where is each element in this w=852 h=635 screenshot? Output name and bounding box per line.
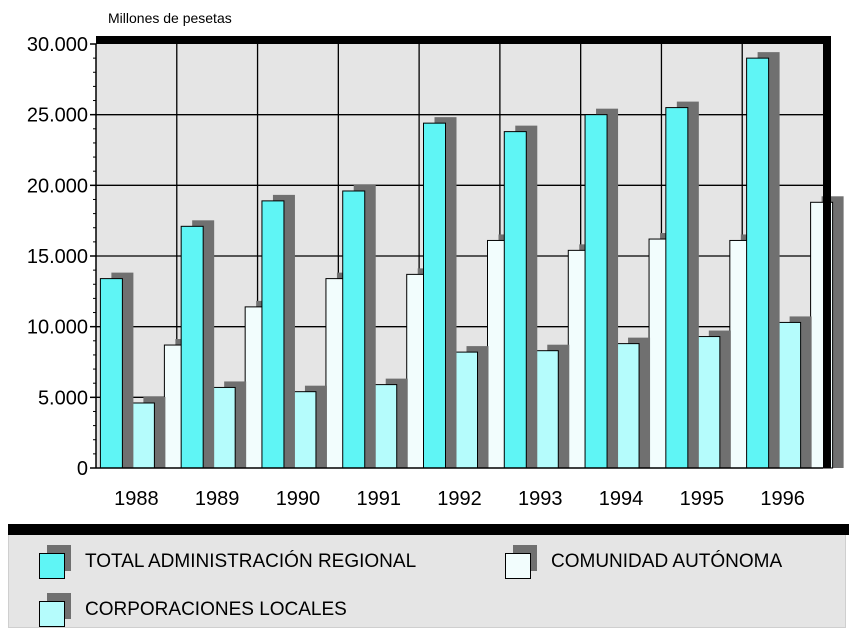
bar-corporaciones xyxy=(778,321,802,469)
x-tick-label: 1995 xyxy=(680,488,725,510)
legend-top-border xyxy=(8,524,849,535)
y-axis: 0 5.000 10.000 15.000 20.000 25.000 30.000 xyxy=(27,34,96,480)
bar-total xyxy=(665,107,689,469)
y-tick-label: 5.000 xyxy=(38,387,88,409)
y-tick-label: 20.000 xyxy=(27,175,88,197)
y-unit-label: Millones de pesetas xyxy=(108,10,232,26)
bar-total xyxy=(180,225,204,469)
bar-corporaciones xyxy=(212,386,236,469)
bar-total xyxy=(99,278,123,469)
legend-label-corporaciones: CORPORACIONES LOCALES xyxy=(85,599,347,620)
x-tick-label: 1989 xyxy=(195,488,240,510)
legend-item-total: TOTAL ADMINISTRACIÓN REGIONAL xyxy=(39,545,416,579)
x-axis: 1988 1989 1990 1991 1992 1993 1994 1995 1996 xyxy=(114,488,805,510)
legend-item-comunidad: COMUNIDAD AUTÓNOMA xyxy=(505,545,782,579)
bar-corporaciones xyxy=(131,402,155,469)
bar-corporaciones xyxy=(455,351,478,469)
legend: TOTAL ADMINISTRACIÓN REGIONAL COMUNIDAD … xyxy=(8,535,846,628)
x-tick-label: 1993 xyxy=(518,488,563,510)
y-tick-label: 0 xyxy=(77,458,88,480)
legend-swatch-corporaciones xyxy=(39,593,71,627)
bar-total xyxy=(423,122,446,469)
plot-top-border xyxy=(96,36,831,44)
y-tick-label: 30.000 xyxy=(27,34,88,56)
bar-total xyxy=(342,190,366,469)
legend-swatch-total xyxy=(39,545,71,579)
x-tick-label: 1988 xyxy=(114,488,159,510)
bar-total xyxy=(746,57,770,469)
y-tick-label: 15.000 xyxy=(27,246,88,268)
bar-corporaciones xyxy=(293,391,317,469)
bar-corporaciones xyxy=(535,350,559,469)
x-tick-label: 1991 xyxy=(356,488,401,510)
y-tick-label: 25.000 xyxy=(27,105,88,127)
x-tick-label: 1996 xyxy=(760,488,805,510)
bar-corporaciones xyxy=(374,384,398,469)
x-tick-label: 1990 xyxy=(276,488,321,510)
legend-item-corporaciones: CORPORACIONES LOCALES xyxy=(39,593,347,627)
bar-total xyxy=(584,114,608,469)
bar-corporaciones xyxy=(616,343,640,469)
bar-total xyxy=(261,200,285,469)
bar-total xyxy=(503,131,527,469)
bar-chart: 0 5.000 10.000 15.000 20.000 25.000 30.000 198… xyxy=(27,34,844,510)
bar-corporaciones xyxy=(697,336,721,469)
legend-label-total: TOTAL ADMINISTRACIÓN REGIONAL xyxy=(85,551,417,572)
plot-right-border xyxy=(823,36,831,468)
legend-swatch-comunidad xyxy=(505,545,537,579)
legend-label-comunidad: COMUNIDAD AUTÓNOMA xyxy=(551,551,783,572)
x-tick-label: 1994 xyxy=(599,488,644,510)
x-tick-label: 1992 xyxy=(437,488,482,510)
bars xyxy=(99,52,844,469)
y-tick-label: 10.000 xyxy=(27,317,88,339)
